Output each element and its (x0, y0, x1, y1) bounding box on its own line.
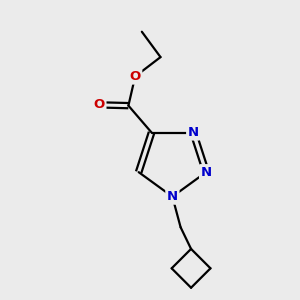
Text: N: N (188, 126, 199, 139)
Text: N: N (201, 166, 212, 179)
Text: O: O (130, 70, 141, 83)
Text: O: O (94, 98, 105, 111)
Text: N: N (167, 190, 178, 203)
